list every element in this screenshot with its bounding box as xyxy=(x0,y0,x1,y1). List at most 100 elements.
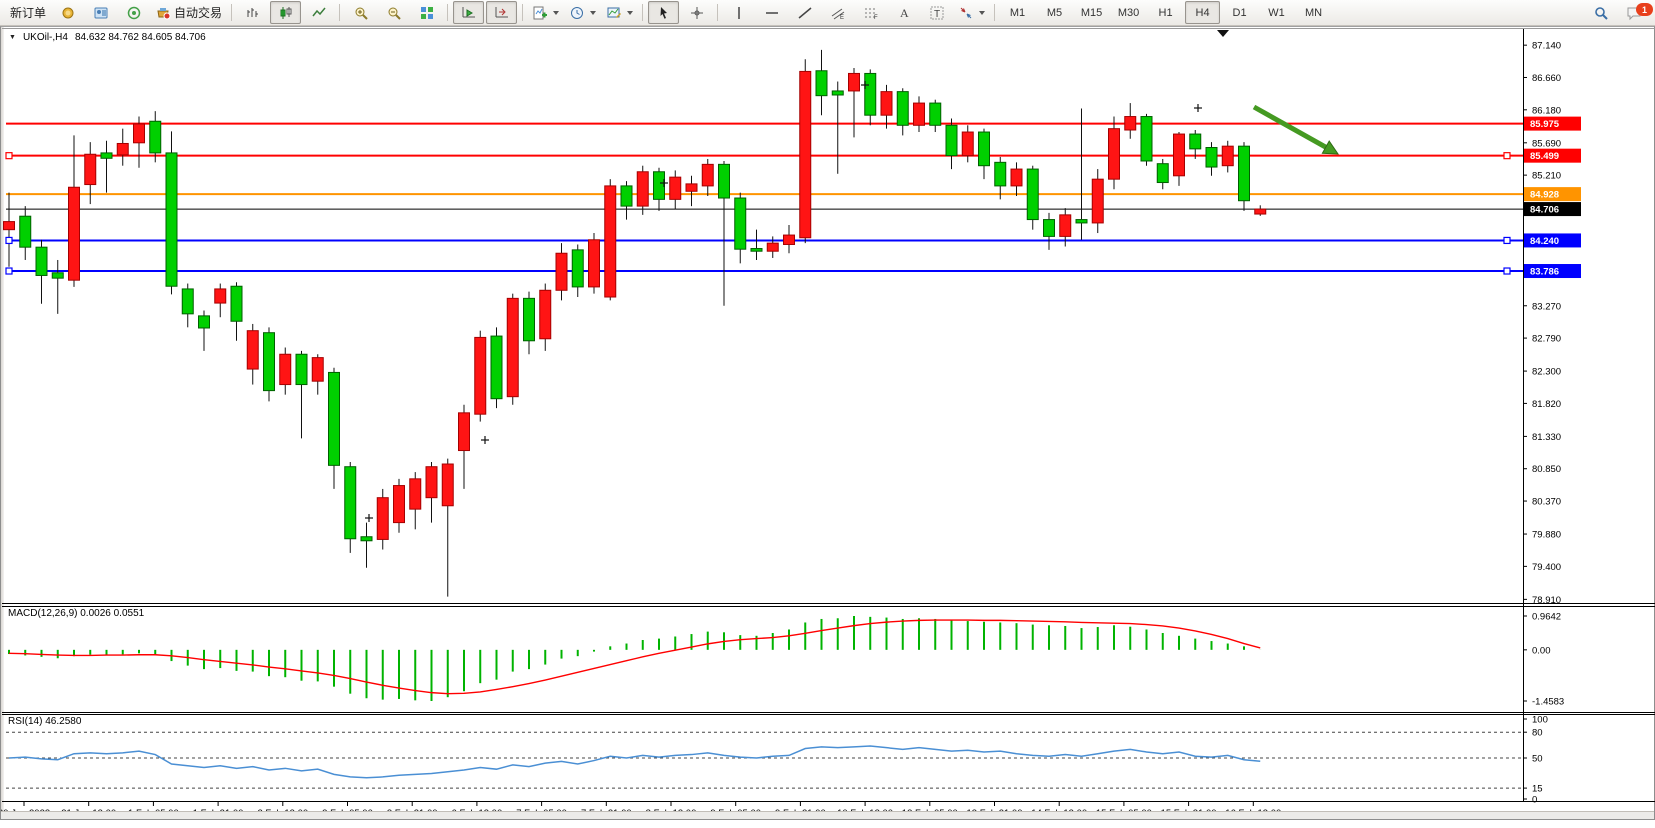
line-selection-handle[interactable] xyxy=(1503,152,1511,160)
bar-chart-icon xyxy=(245,5,261,21)
chart-shift-button[interactable] xyxy=(486,1,518,24)
chart-window[interactable]: 87.140 86.660 86.180 85.690 85.210 83.270 82.7… xyxy=(0,26,1655,820)
bar-chart-button[interactable] xyxy=(237,1,268,24)
tf-m1[interactable]: M1 xyxy=(1000,1,1035,24)
indicators-caret-icon[interactable] xyxy=(553,10,560,15)
periods-button[interactable] xyxy=(565,1,600,24)
candle-body xyxy=(1173,133,1185,177)
trend-arrow-annotation[interactable] xyxy=(1252,104,1328,150)
price-tag xyxy=(1524,233,1581,248)
line-selection-handle[interactable] xyxy=(1503,267,1511,275)
autotrade-button[interactable]: 自动交易 xyxy=(151,1,226,24)
candle-body xyxy=(393,485,405,524)
terminal-icon-button[interactable] xyxy=(118,1,149,24)
channel-button[interactable]: E xyxy=(822,1,853,24)
candlestick-chart-button[interactable] xyxy=(270,1,302,24)
zoom-out-button[interactable] xyxy=(378,1,409,24)
candle-body xyxy=(620,185,633,207)
candle-body xyxy=(766,242,779,252)
price-tag-label: 84.706 xyxy=(1530,205,1559,216)
candle-body xyxy=(1156,163,1169,184)
scroll-position-marker[interactable] xyxy=(1217,30,1229,37)
candle-body xyxy=(181,288,194,315)
tf-m15[interactable]: M15 xyxy=(1074,1,1109,24)
navigator-icon-button[interactable] xyxy=(85,1,116,24)
candle-body xyxy=(815,70,828,97)
terminal-icon-icon xyxy=(126,5,142,21)
arrows-caret-icon[interactable] xyxy=(979,10,986,15)
candle-body xyxy=(783,234,795,245)
rsi-axis-label: 50 xyxy=(1532,754,1543,765)
text-button[interactable]: A xyxy=(888,1,919,24)
candle-body xyxy=(1010,168,1023,187)
chart-shift-icon xyxy=(494,5,510,21)
trend-arrow-head[interactable] xyxy=(1321,140,1339,155)
arrows-button[interactable] xyxy=(954,1,989,24)
chart-title-dropdown-icon[interactable]: ▼ xyxy=(9,34,16,41)
tf-w1[interactable]: W1 xyxy=(1259,1,1294,24)
tf-h4[interactable]: H4 xyxy=(1185,1,1221,24)
price-axis-label: 81.820 xyxy=(1532,399,1561,410)
templates-caret-icon[interactable] xyxy=(627,10,634,15)
indicators-icon xyxy=(532,5,548,21)
candle-body xyxy=(1075,219,1088,224)
tf-m5[interactable]: M5 xyxy=(1037,1,1072,24)
svg-text:F: F xyxy=(874,15,878,21)
tf-mn[interactable]: MN xyxy=(1296,1,1331,24)
indicators-button[interactable] xyxy=(528,1,563,24)
channel-icon: E xyxy=(830,5,846,21)
cursor-button[interactable] xyxy=(648,1,680,24)
line-selection-handle[interactable] xyxy=(5,267,13,275)
horizontal-line-button[interactable] xyxy=(756,1,787,24)
templates-button[interactable] xyxy=(602,1,637,24)
vertical-line-button[interactable] xyxy=(723,1,754,24)
candle-body xyxy=(165,152,178,287)
rsi-axis-label: 80 xyxy=(1532,728,1543,739)
tf-d1[interactable]: D1 xyxy=(1222,1,1257,24)
chart-title: ▼ UKOil-,H4 84.632 84.762 84.605 84.706 xyxy=(9,32,206,43)
candle-body xyxy=(1026,168,1039,221)
autotrade-button-label: 自动交易 xyxy=(174,6,223,20)
search-button[interactable] xyxy=(1585,1,1616,24)
navigator-icon-icon xyxy=(93,5,109,21)
tf-h1[interactable]: H1 xyxy=(1148,1,1183,24)
crosshair-button[interactable] xyxy=(681,1,712,24)
price-tag-label: 84.240 xyxy=(1530,236,1559,247)
trendline-button[interactable] xyxy=(789,1,820,24)
tf-h1-label: H1 xyxy=(1158,6,1173,19)
window-bottom-edge xyxy=(1,811,1654,819)
auto-scroll-button[interactable] xyxy=(453,1,485,24)
candle-body xyxy=(263,332,275,392)
candle-body xyxy=(100,152,113,159)
tile-windows-icon xyxy=(419,5,435,21)
chart-canvas[interactable]: 87.140 86.660 86.180 85.690 85.210 83.270 82.7… xyxy=(1,27,1655,821)
horizontal-line-icon xyxy=(764,5,780,21)
fibonacci-button[interactable]: F xyxy=(855,1,886,24)
toolbar-separator xyxy=(642,4,644,21)
notification-badge: 1 xyxy=(1636,3,1653,16)
tile-windows-button[interactable] xyxy=(411,1,442,24)
periods-caret-icon[interactable] xyxy=(590,10,597,15)
chat-button[interactable]: 1 xyxy=(1618,1,1653,24)
line-chart-button[interactable] xyxy=(303,1,334,24)
autotrade-icon xyxy=(155,5,171,21)
candle-body xyxy=(376,497,389,540)
cursor-icon xyxy=(656,5,672,21)
market-watch-icon-button[interactable] xyxy=(52,1,83,24)
line-selection-handle[interactable] xyxy=(5,236,13,245)
line-selection-handle[interactable] xyxy=(5,152,13,160)
new-order-button[interactable]: 新订单 xyxy=(6,1,50,24)
candlestick-chart-icon xyxy=(278,5,294,21)
zoom-in-button[interactable] xyxy=(345,1,376,24)
candle-body xyxy=(409,478,422,510)
candle-body xyxy=(19,215,32,248)
zoom-out-icon xyxy=(386,5,402,21)
arrows-icon xyxy=(958,5,974,21)
text-label-button[interactable]: T xyxy=(921,1,952,24)
price-tag-label: 84.928 xyxy=(1530,190,1559,201)
tf-m30[interactable]: M30 xyxy=(1111,1,1146,24)
line-selection-handle[interactable] xyxy=(1503,236,1511,245)
candle-body xyxy=(896,91,909,126)
macd-axis-label: 0.00 xyxy=(1532,645,1551,656)
candle-body xyxy=(116,142,129,156)
